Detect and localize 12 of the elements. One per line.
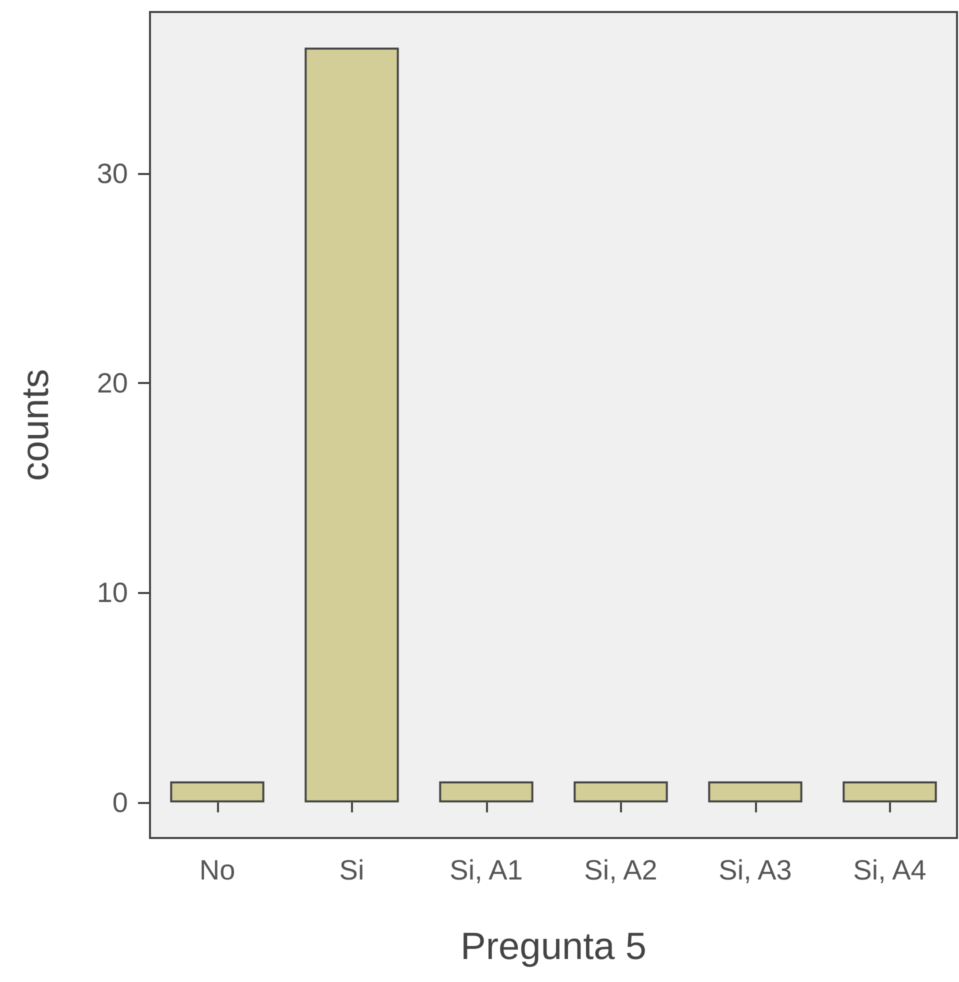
y-tick-label: 0 xyxy=(112,786,128,818)
x-axis-title: Pregunta 5 xyxy=(460,926,646,968)
x-tick-label: No xyxy=(199,854,236,886)
y-tick-label: 10 xyxy=(96,577,128,608)
x-tick-label: Si, A3 xyxy=(718,854,792,886)
x-tick-label: Si xyxy=(339,854,364,886)
x-tick-label: Si, A4 xyxy=(853,854,926,886)
x-tick-label: Si, A1 xyxy=(450,854,523,886)
y-axis-title: counts xyxy=(15,369,57,481)
y-tick-label: 30 xyxy=(96,158,128,189)
y-tick-label: 20 xyxy=(96,368,128,399)
x-tick-label: Si, A2 xyxy=(584,854,658,886)
